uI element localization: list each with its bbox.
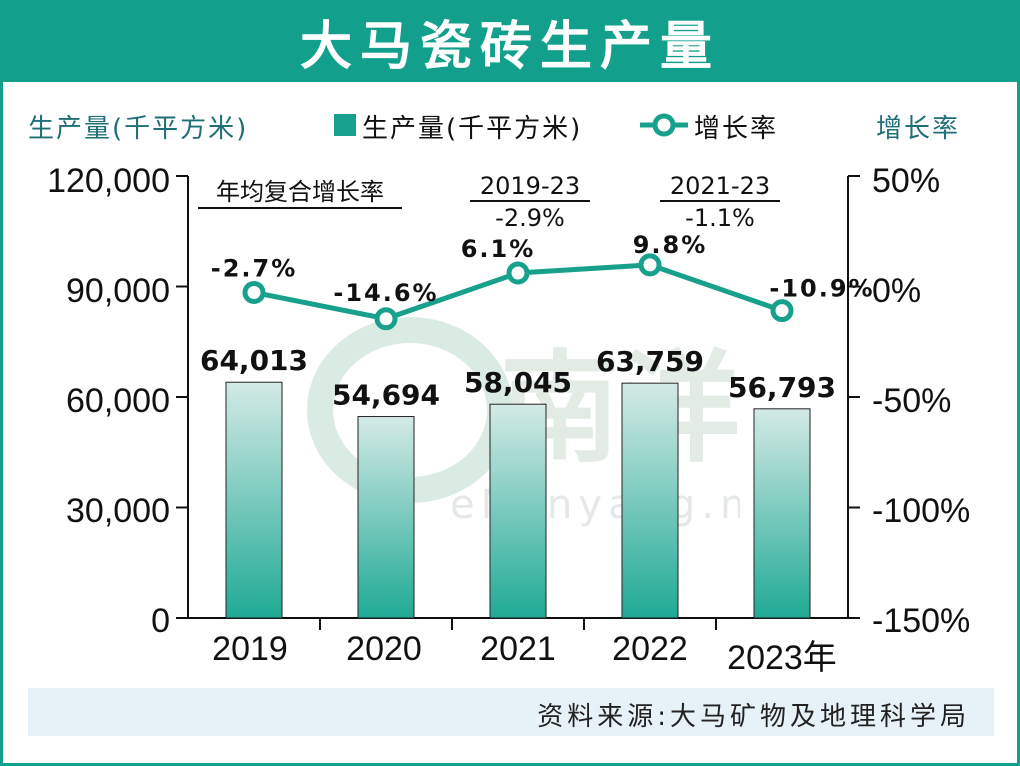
- line-data-label: -2.7%: [211, 254, 298, 282]
- legend-line-label: 增长率: [694, 114, 779, 144]
- source-bar: 资料来源:大马矿物及地理科学局: [28, 688, 994, 736]
- x-label-2019: 2019: [212, 630, 288, 668]
- bar-data-label: 64,013: [200, 344, 308, 377]
- bar: [753, 408, 811, 619]
- source-text: 资料来源:大马矿物及地理科学局: [537, 702, 970, 732]
- x-label-2020: 2020: [346, 630, 422, 668]
- bar-data-label: 54,694: [332, 379, 440, 412]
- left-tick-4: 120,000: [47, 162, 170, 200]
- x-label-2021: 2021: [480, 630, 556, 668]
- left-tick-3: 90,000: [66, 272, 170, 310]
- chart-title: 大马瓷砖生产量: [299, 16, 720, 77]
- right-tick-1: -100%: [872, 492, 971, 530]
- line-point: [638, 253, 662, 277]
- legend-bar-label: 生产量(千平方米): [362, 114, 583, 144]
- left-tick-0: 0: [151, 602, 170, 640]
- cagr-heading: 年均复合增长率: [198, 172, 402, 209]
- right-tick-2: -50%: [872, 382, 952, 420]
- x-label-2023: 2023年: [727, 639, 837, 677]
- line-data-label: -14.6%: [333, 279, 438, 307]
- right-tick-3: 0%: [872, 272, 922, 310]
- right-tick-4: 50%: [872, 162, 941, 200]
- bar-data-label: 63,759: [596, 345, 704, 378]
- bar-data-label: 56,793: [728, 371, 836, 404]
- line-point: [770, 299, 794, 323]
- line-data-label: 9.8%: [633, 231, 708, 259]
- left-tick-1: 30,000: [66, 492, 170, 530]
- line-data-label: 6.1%: [461, 235, 536, 263]
- bar: [489, 403, 547, 619]
- cagr-period-1: 2019-23: [470, 172, 590, 202]
- title-bar: 大马瓷砖生产量: [0, 0, 1020, 82]
- cagr-value-2: -1.1%: [685, 204, 755, 232]
- cagr-period-2: 2021-23: [660, 172, 780, 202]
- legend-bar-swatch: [334, 114, 356, 136]
- right-axis-label: 增长率: [876, 114, 961, 144]
- bar: [225, 381, 283, 619]
- legend-line-swatch: [640, 113, 688, 137]
- bar: [357, 416, 415, 619]
- line-data-label: -10.9%: [769, 275, 874, 303]
- left-axis-label: 生产量(千平方米): [28, 114, 249, 144]
- left-tick-2: 60,000: [66, 382, 170, 420]
- cagr-value-1: -2.9%: [495, 204, 565, 232]
- line-point: [506, 261, 530, 285]
- right-tick-0: -150%: [872, 602, 971, 640]
- x-label-2022: 2022: [612, 630, 688, 668]
- line-point: [374, 307, 398, 331]
- bar-data-label: 58,045: [464, 366, 572, 399]
- line-point: [242, 280, 266, 304]
- bar: [621, 382, 679, 619]
